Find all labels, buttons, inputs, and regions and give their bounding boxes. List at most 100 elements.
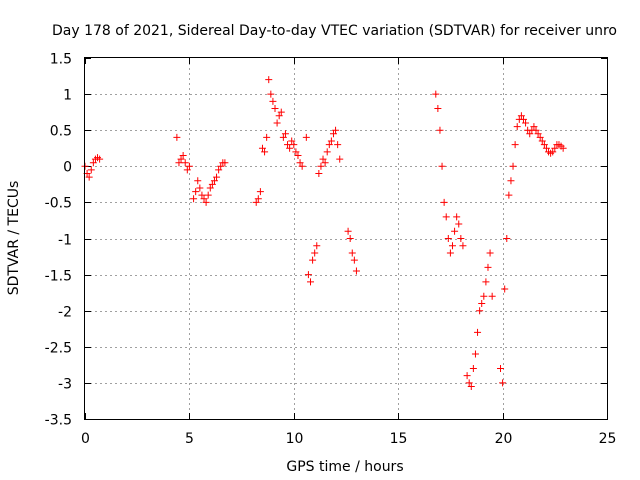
- x-tick-label: 5: [185, 431, 194, 447]
- data-point: [551, 144, 559, 152]
- data-point: [327, 137, 335, 145]
- y-tick-label: 0.5: [50, 124, 72, 140]
- data-point: [344, 227, 352, 235]
- data-point: [252, 198, 260, 206]
- data-point: [503, 235, 511, 242]
- x-tick-label: 20: [495, 431, 513, 447]
- data-points: [81, 76, 567, 391]
- data-point: [440, 198, 448, 206]
- data-point: [202, 198, 210, 206]
- data-point: [540, 141, 548, 149]
- data-point: [534, 130, 542, 138]
- y-tick-label: -2: [58, 305, 72, 321]
- data-point: [459, 242, 467, 250]
- data-point: [204, 191, 212, 199]
- y-tick-label: -1.5: [45, 269, 72, 285]
- data-point: [484, 263, 492, 271]
- data-point: [323, 148, 331, 156]
- data-point: [269, 97, 277, 105]
- data-point: [258, 144, 266, 152]
- data-point: [451, 227, 459, 235]
- tick-layer: 0 5 10 15 20 25 -3.5 -3 -2.5 -2 -1.5 -1 -0.5 0 0.5 1 1.5: [45, 52, 617, 448]
- data-point: [290, 141, 298, 149]
- data-point: [453, 213, 461, 221]
- data-point: [194, 177, 202, 185]
- data-point: [432, 90, 440, 98]
- data-point: [175, 159, 183, 167]
- data-point: [281, 130, 289, 138]
- data-point: [309, 256, 317, 264]
- data-point: [304, 271, 312, 279]
- x-tick-label: 15: [390, 431, 408, 447]
- data-point: [192, 188, 200, 196]
- data-point: [173, 133, 181, 141]
- data-point: [265, 76, 273, 84]
- data-point: [501, 285, 509, 293]
- data-point: [313, 242, 321, 250]
- x-axis-label: GPS time / hours: [286, 459, 403, 475]
- data-point: [332, 126, 340, 134]
- data-point: [288, 137, 296, 145]
- y-tick-label: 1: [63, 88, 72, 104]
- data-point: [436, 126, 444, 134]
- data-point: [499, 379, 507, 387]
- data-point: [294, 151, 302, 159]
- data-point: [497, 364, 505, 372]
- x-tick-label: 10: [286, 431, 304, 447]
- data-point: [311, 249, 319, 257]
- data-point: [448, 242, 456, 250]
- data-point: [434, 105, 442, 113]
- data-point: [271, 105, 279, 113]
- data-point: [559, 144, 567, 152]
- y-axis-label: SDTVAR / TECUs: [6, 181, 22, 296]
- data-point: [292, 148, 300, 156]
- y-tick-label: -3.5: [45, 413, 72, 429]
- data-point: [302, 133, 310, 141]
- data-point: [315, 170, 323, 178]
- data-point: [277, 108, 285, 116]
- grid-layer: [85, 58, 607, 419]
- data-point: [346, 235, 354, 242]
- data-point: [284, 141, 292, 149]
- data-point: [200, 195, 208, 203]
- data-point: [526, 130, 534, 138]
- data-point: [446, 249, 454, 257]
- data-point: [221, 159, 229, 167]
- y-tick-label: -2.5: [45, 341, 72, 357]
- data-point: [183, 166, 191, 174]
- y-tick-label: -1: [58, 233, 72, 249]
- data-point: [467, 383, 475, 391]
- x-tick-label: 25: [599, 431, 617, 447]
- data-point: [213, 173, 221, 181]
- data-point: [85, 173, 93, 181]
- data-point: [480, 292, 488, 300]
- data-point: [530, 123, 538, 131]
- data-point: [321, 159, 329, 167]
- data-point: [511, 141, 519, 149]
- y-tick-label: -0.5: [45, 196, 72, 212]
- data-point: [444, 235, 452, 242]
- data-point: [261, 148, 269, 156]
- data-point: [215, 166, 223, 174]
- data-point: [325, 141, 333, 149]
- data-point: [87, 166, 95, 174]
- data-point: [348, 249, 356, 257]
- data-point: [457, 235, 465, 242]
- data-point: [532, 126, 540, 134]
- data-point: [488, 292, 496, 300]
- data-point: [179, 151, 187, 159]
- data-point: [469, 364, 477, 372]
- data-point: [509, 162, 517, 170]
- data-point: [208, 180, 216, 188]
- data-point: [298, 162, 306, 170]
- data-point: [517, 112, 525, 120]
- data-point: [96, 155, 104, 163]
- data-point: [190, 195, 198, 203]
- data-point: [507, 177, 515, 185]
- data-point: [317, 162, 325, 170]
- data-point: [319, 155, 327, 163]
- data-point: [275, 112, 283, 120]
- data-point: [89, 159, 97, 167]
- data-point: [542, 144, 550, 152]
